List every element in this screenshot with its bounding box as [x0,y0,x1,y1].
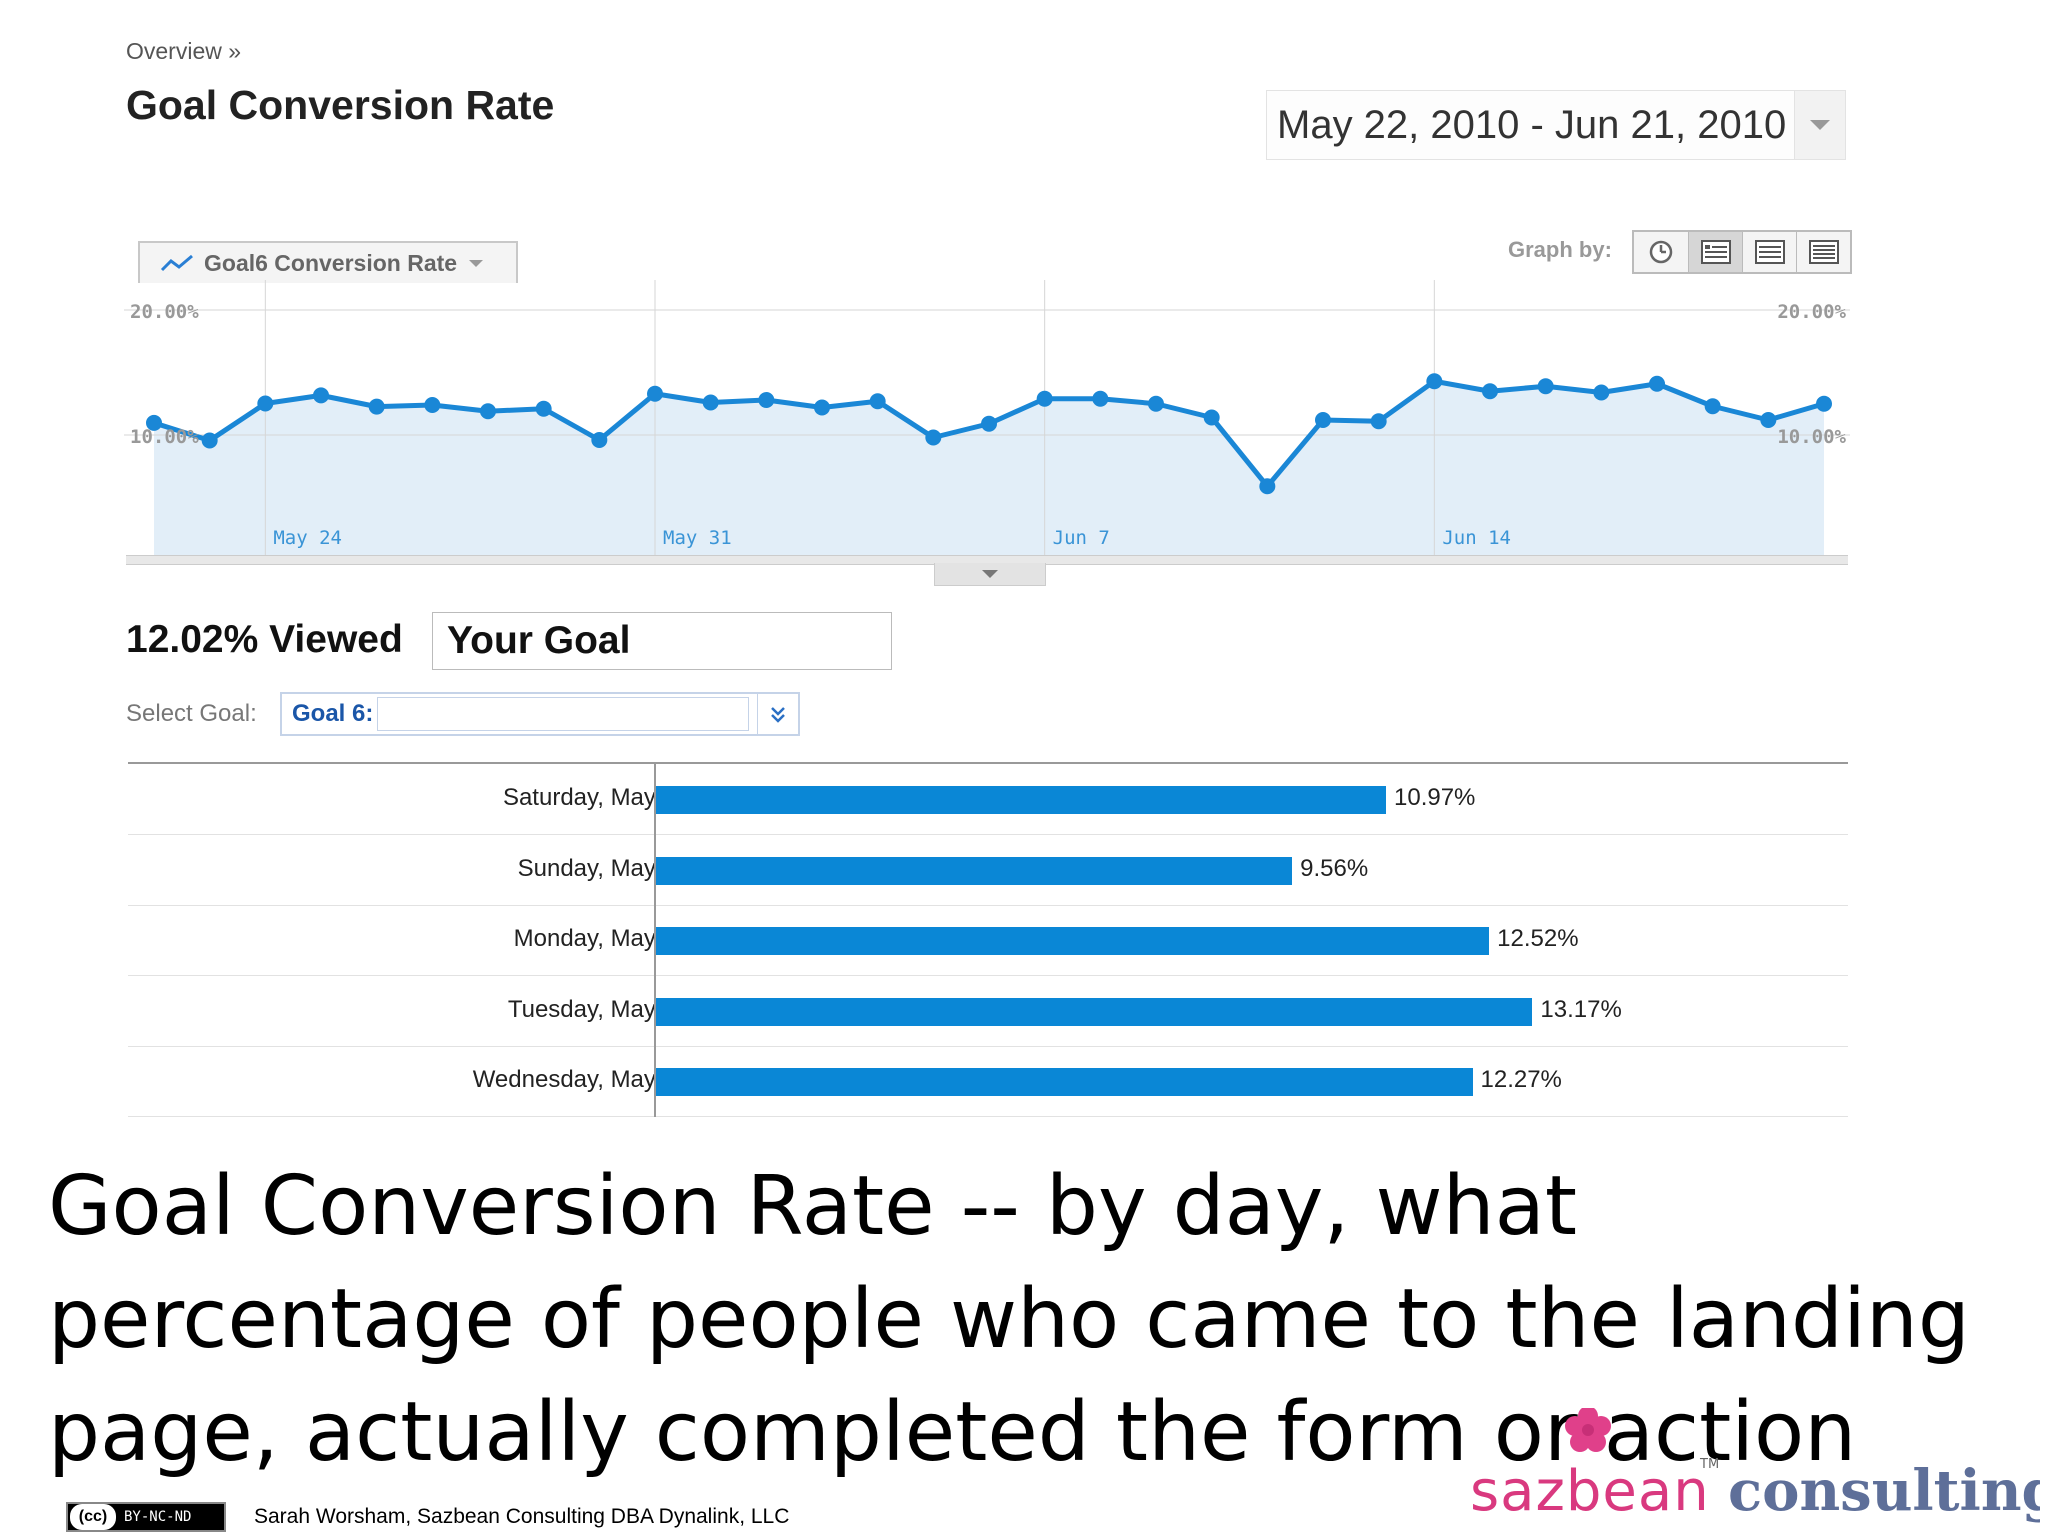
date-range-value: May 22, 2010 - Jun 21, 2010 [1277,102,1787,147]
svg-text:sazbean: sazbean [1470,1459,1710,1524]
data-point [480,403,496,420]
breadcrumb[interactable]: Overview » [126,38,242,64]
chevron-double-down-icon[interactable] [757,694,798,734]
x-tick-label: Jun 7 [1053,527,1110,549]
data-point [1036,390,1053,407]
data-point [758,392,775,408]
conversion-rate-line-chart: 20.00% 10.00% 20.00% 10.00% May 24 May 31 Jun … [124,280,1850,560]
list-icon [1808,240,1839,264]
graph-by-day-button[interactable] [1634,232,1688,272]
bar [656,1068,1473,1096]
goal-name-field: Your Goal [432,612,892,670]
bar [656,786,1386,814]
x-tick-label: Jun 14 [1442,527,1511,549]
data-point [1148,395,1164,412]
line-chart-icon [160,254,193,272]
graph-by-month-button[interactable] [1796,232,1850,272]
dropdown-arrow-icon [469,259,484,267]
chevron-down-icon [982,570,998,578]
bar-row: Tuesday, May 25, 2010 13.17% [128,976,1848,1047]
y-tick-label-right: 10.00% [1777,426,1846,448]
date-range-picker[interactable]: May 22, 2010 - Jun 21, 2010 [1266,90,1846,160]
footer-credit: Sarah Worsham, Sazbean Consulting DBA Dy… [254,1505,790,1528]
data-point [925,429,942,446]
graph-by-toggle [1632,230,1852,274]
bar-value-label: 12.52% [1497,925,1579,952]
data-point [201,432,218,449]
bar-value-label: 12.27% [1480,1066,1562,1093]
list-icon [1754,240,1785,264]
bar-row: Saturday, May 22, 2010 10.97% [128,764,1848,835]
goal-name: Your Goal [447,619,631,662]
y-tick-label-left: 20.00% [130,301,199,323]
data-point [869,393,886,410]
cc-license-mark: (cc) [70,1504,116,1530]
bar [656,856,1293,885]
chevron-down-icon[interactable] [1794,91,1845,159]
bar-row: Monday, May 24, 2010 12.52% [128,905,1848,976]
bar-chart-axis [654,762,656,1117]
data-point [1760,412,1777,428]
data-point [1315,412,1331,428]
y-tick-label-left: 10.00% [130,426,199,448]
goal-select[interactable]: Goal 6: [280,692,800,736]
graph-by-label: Graph by: [1508,237,1612,262]
goal-select-field[interactable] [377,697,750,731]
data-point [1704,398,1721,415]
select-goal-label: Select Goal: [126,700,257,727]
x-tick-label: May 31 [663,527,732,549]
goal-select-value: Goal 6: [292,700,374,727]
svg-text:TM: TM [1699,1457,1719,1472]
data-point [1593,384,1610,401]
clock-icon [1649,240,1673,264]
sazbean-consulting-logo: sazbean TM consulting [1470,1408,2040,1524]
data-point [1259,478,1276,495]
data-point [1370,413,1387,430]
data-point [257,395,274,412]
metric-selector-label: Goal6 Conversion Rate [204,249,458,276]
data-point [814,399,830,416]
data-point [1482,383,1498,400]
page-title: Goal Conversion Rate [126,82,555,128]
cc-license-type: BY-NC-ND [124,1509,192,1525]
data-point [424,397,441,413]
bar-table-top-border [128,762,1848,764]
data-point [1816,395,1832,412]
x-tick-label: May 24 [273,527,342,549]
bar [656,997,1533,1026]
data-point [981,415,997,432]
y-tick-label-right: 20.00% [1777,301,1846,323]
data-point [1649,375,1665,392]
viewed-summary: 12.02% Viewed [126,618,403,661]
bar-value-label: 10.97% [1394,784,1476,811]
flower-icon [1565,1408,1611,1452]
graph-by-week-button[interactable] [1742,232,1796,272]
data-point [591,432,608,448]
graph-by-day-list-button[interactable] [1688,232,1742,272]
data-point [146,414,162,431]
metric-selector[interactable]: Goal6 Conversion Rate [138,241,518,283]
cc-license-badge: (cc) BY-NC-ND [66,1502,226,1532]
collapse-chart-button[interactable] [934,563,1046,586]
bar-row: Wednesday, May 26, 2010 12.27% [128,1046,1848,1117]
data-point [647,385,663,402]
bar-value-label: 9.56% [1300,854,1369,882]
data-point [1537,378,1554,395]
bar [656,927,1490,955]
data-point [702,394,719,411]
list-icon [1700,240,1731,264]
data-point [368,398,385,415]
bar-row: Sunday, May 23, 2010 9.56% [128,835,1848,906]
data-point [1203,409,1220,426]
bar-value-label: 13.17% [1540,995,1622,1023]
slide-caption: Goal Conversion Rate -- by day, what per… [48,1159,1970,1480]
svg-text:consulting: consulting [1728,1458,2040,1524]
data-point [1092,390,1109,407]
data-point [1426,373,1443,390]
data-point [535,400,552,417]
data-point [313,387,329,404]
